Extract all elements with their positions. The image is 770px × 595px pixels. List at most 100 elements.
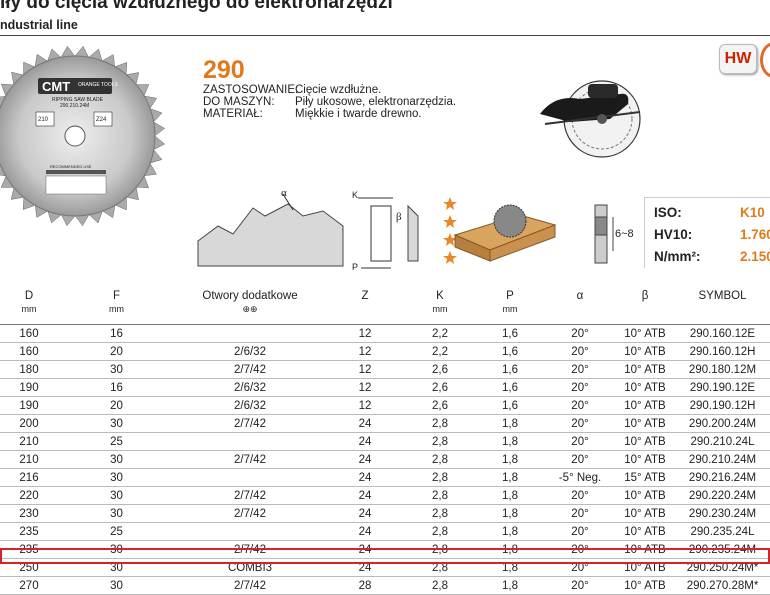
table-cell: 10° ATB xyxy=(615,432,675,451)
blade-type: RIPPING SAW BLADE xyxy=(52,97,104,103)
column-header-label: Z xyxy=(361,290,369,302)
table-cell: 1,6 xyxy=(475,324,545,343)
blade-recommended: RECOMMENDED USE xyxy=(50,164,92,169)
table-cell: 1,8 xyxy=(475,468,545,487)
table-cell: 190 xyxy=(0,396,58,415)
column-header: Otwory dodatkowe ⊕⊕ xyxy=(175,290,325,325)
table-cell: 1,6 xyxy=(475,396,545,415)
table-cell: 2,2 xyxy=(405,342,475,361)
table-cell: 24 xyxy=(325,468,405,487)
column-header: β xyxy=(615,290,675,325)
table-cell: 235 xyxy=(0,522,58,541)
table-cell: 290.210.24L xyxy=(675,432,770,451)
blade-model: 290.210.24M xyxy=(60,103,89,109)
column-header-unit: mm xyxy=(21,304,37,314)
table-cell: 10° ATB xyxy=(615,450,675,469)
column-header-label: P xyxy=(506,290,514,302)
table-row: 160 16 12 2,2 1,6 20° 10° ATB 290.160.12E xyxy=(0,324,770,343)
column-header-label: α xyxy=(576,290,584,302)
table-cell: 20° xyxy=(545,486,615,505)
table-cell: 30 xyxy=(58,486,175,505)
table-cell: 2,6 xyxy=(405,396,475,415)
table-row: 235 25 24 2,8 1,8 20° 10° ATB 290.235.24L xyxy=(0,522,770,541)
table-cell: 1,6 xyxy=(475,360,545,379)
table-cell: 12 xyxy=(325,324,405,343)
table-cell: 160 xyxy=(0,324,58,343)
table-cell: 290.235.24L xyxy=(675,522,770,541)
table-cell: 2,8 xyxy=(405,414,475,433)
table-cell: 20° xyxy=(545,324,615,343)
circular-saw-image xyxy=(540,80,641,158)
column-header-label: F xyxy=(112,290,121,302)
wood-cut-image xyxy=(453,204,557,262)
table-cell: 1,8 xyxy=(475,576,545,595)
hw-badge: HW xyxy=(719,44,757,74)
table-cell: 2,8 xyxy=(405,432,475,451)
column-header-label: K xyxy=(436,290,444,302)
table-row: 216 30 24 2,8 1,8 -5° Neg. 15° ATB 290.216.24M xyxy=(0,468,770,487)
table-cell: 20° xyxy=(545,576,615,595)
table-cell: 1,8 xyxy=(475,450,545,469)
table-cell: 2,6 xyxy=(405,378,475,397)
table-cell: 2,8 xyxy=(405,468,475,487)
table-cell: 270 xyxy=(0,576,58,595)
table-cell: 2,8 xyxy=(405,504,475,523)
table-cell: 30 xyxy=(58,504,175,523)
table-cell: 1,6 xyxy=(475,378,545,397)
table-cell: 2,6 xyxy=(405,360,475,379)
table-cell: 10° ATB xyxy=(615,360,675,379)
table-cell: 2/7/42 xyxy=(175,360,325,379)
rating-stars-icon xyxy=(443,197,457,264)
table-cell: 10° ATB xyxy=(615,378,675,397)
table-cell: 20 xyxy=(58,396,175,415)
table-cell: 10° ATB xyxy=(615,414,675,433)
table-row: 190 20 2/6/32 12 2,6 1,6 20° 10° ATB 290.190.12H xyxy=(0,396,770,415)
table-cell: 2,8 xyxy=(405,486,475,505)
property-value: Miękkie i twarde drewno. xyxy=(295,108,422,120)
table-cell: 290.200.24M xyxy=(675,414,770,433)
table-cell: 290.190.12E xyxy=(675,378,770,397)
table-cell: 210 xyxy=(0,432,58,451)
table-cell: 290.216.24M xyxy=(675,468,770,487)
table-row: 230 30 2/7/42 24 2,8 1,8 20° 10° ATB 290.230.24M xyxy=(0,504,770,523)
table-cell: 190 xyxy=(0,378,58,397)
table-cell: 230 xyxy=(0,504,58,523)
table-cell: 30 xyxy=(58,360,175,379)
table-cell: 20° xyxy=(545,432,615,451)
table-cell: 30 xyxy=(58,450,175,469)
table-row: 180 30 2/7/42 12 2,6 1,6 20° 10° ATB 290.180.12M xyxy=(0,360,770,379)
property-key: DO MASZYN: xyxy=(203,96,275,108)
p-label: P xyxy=(352,262,358,272)
table-cell: 290.160.12E xyxy=(675,324,770,343)
column-header: α xyxy=(545,290,615,325)
table-cell: 290.160.12H xyxy=(675,342,770,361)
table-cell: 2,8 xyxy=(405,576,475,595)
column-header-unit: mm xyxy=(432,304,448,314)
table-cell: 2/7/42 xyxy=(175,486,325,505)
property-value: Cięcie wzdłużne. xyxy=(295,84,382,96)
table-cell: 15° ATB xyxy=(615,468,675,487)
table-row: 160 20 2/6/32 12 2,2 1,6 20° 10° ATB 290.160.12H xyxy=(0,342,770,361)
column-header-label: SYMBOL xyxy=(698,290,747,302)
table-cell: 20 xyxy=(58,342,175,361)
blade-teeth: Z24 xyxy=(96,117,107,123)
column-header-unit: ⊕⊕ xyxy=(242,304,258,314)
spec-label: N/mm²: xyxy=(654,249,701,264)
table-cell: 1,8 xyxy=(475,432,545,451)
beta-label: β xyxy=(396,211,402,223)
table-row: 210 30 2/7/42 24 2,8 1,8 20° 10° ATB 290.210.24M xyxy=(0,450,770,469)
table-cell: 20° xyxy=(545,342,615,361)
table-row: 200 30 2/7/42 24 2,8 1,8 20° 10° ATB 290.200.24M xyxy=(0,414,770,433)
table-cell: 12 xyxy=(325,342,405,361)
highlighted-row-frame xyxy=(0,548,770,564)
table-row: 270 30 2/7/42 28 2,8 1,8 20° 10° ATB 290.270.28M… xyxy=(0,576,770,595)
table-cell: 290.220.24M xyxy=(675,486,770,505)
kerf-profile-diagram: 6~8 xyxy=(594,204,634,264)
table-cell: 25 xyxy=(58,432,175,451)
property-key: ZASTOSOWANIE: xyxy=(203,84,299,96)
table-cell: 28 xyxy=(325,576,405,595)
